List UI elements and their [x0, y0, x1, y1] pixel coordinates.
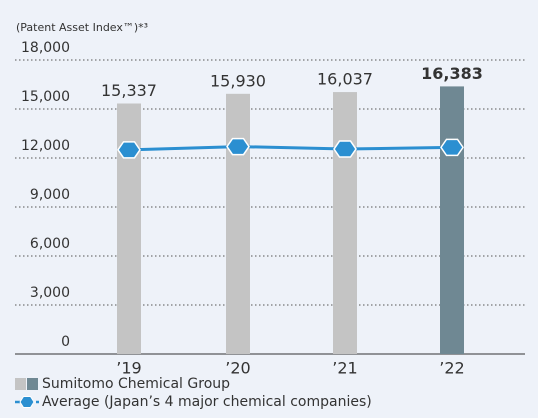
x-tick-label: ’19 [116, 359, 141, 378]
y-tick-label: 3,000 [30, 285, 70, 301]
y-axis-label: (Patent Asset Index™)*³ [16, 21, 148, 34]
line-marker [333, 140, 357, 158]
y-tick-label: 15,000 [21, 89, 70, 105]
data-label: 16,037 [317, 70, 373, 89]
bar [117, 103, 141, 354]
line-marker [440, 138, 464, 157]
bar [333, 92, 357, 355]
y-tick-label: 12,000 [21, 138, 70, 154]
legend-swatch [27, 378, 38, 390]
x-tick-label: ’21 [332, 359, 357, 378]
y-tick-label: 9,000 [30, 187, 70, 203]
bar [440, 86, 464, 354]
y-tick-label: 6,000 [30, 236, 70, 252]
data-label: 16,383 [421, 64, 483, 83]
legend-swatch [15, 378, 26, 390]
line-marker [226, 137, 250, 156]
line-marker [117, 141, 141, 159]
line [128, 145, 453, 152]
y-tick-label: 18,000 [21, 40, 70, 56]
x-tick-label: ’22 [439, 359, 464, 378]
legend-swatch [19, 396, 35, 408]
data-label: 15,337 [101, 81, 157, 100]
y-tick-label: 0 [61, 334, 70, 350]
data-label: 15,930 [210, 71, 266, 90]
legend-label: Average (Japan’s 4 major chemical compan… [42, 394, 372, 410]
bar [226, 93, 250, 354]
x-tick-label: ’20 [225, 359, 250, 378]
legend-label: Sumitomo Chemical Group [42, 376, 230, 392]
